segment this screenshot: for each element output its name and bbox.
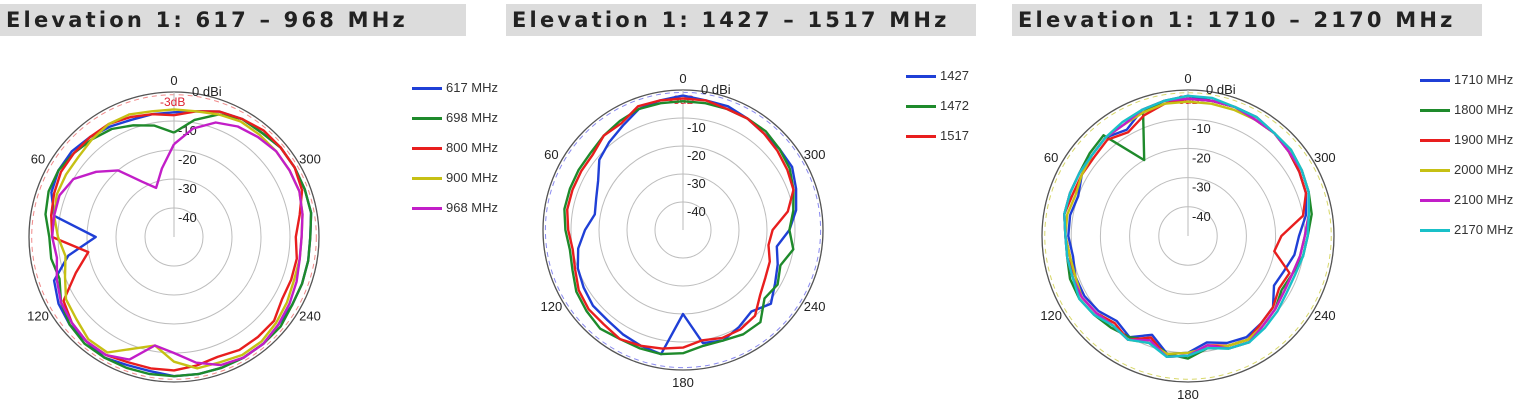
legend-label: 617 MHz	[446, 80, 499, 95]
angle-tick-label: 0	[1184, 71, 1191, 86]
legend-swatch	[906, 75, 936, 78]
radial-tick-label: 0 dBi	[192, 84, 222, 99]
legend-label: 800 MHz	[446, 140, 499, 155]
legend-swatch	[412, 117, 442, 120]
reference-ring	[1044, 92, 1332, 380]
series-line	[51, 121, 304, 367]
angle-tick-label: 240	[1314, 308, 1336, 323]
angle-tick-label: 300	[299, 152, 321, 167]
legend-swatch	[412, 87, 442, 90]
radial-tick-label: -30	[1192, 180, 1211, 195]
radial-tick-label: -40	[687, 204, 706, 219]
legend-label: 2000 MHz	[1454, 162, 1514, 177]
legend-label: 1900 MHz	[1454, 132, 1514, 147]
series-line	[50, 110, 304, 372]
series-line	[563, 100, 795, 356]
series-line	[576, 94, 798, 356]
chart-title: Elevation 1: 1710 – 2170 MHz	[1018, 8, 1456, 32]
legend-label: 2170 MHz	[1454, 222, 1514, 237]
radial-tick-label: -30	[178, 181, 197, 196]
legend-swatch	[412, 177, 442, 180]
angle-tick-label: 120	[541, 299, 563, 314]
legend-swatch	[1420, 199, 1450, 202]
radial-tick-label: -40	[178, 210, 197, 225]
legend-label: 1472	[940, 98, 969, 113]
legend-label: 900 MHz	[446, 170, 499, 185]
series-line	[566, 97, 795, 350]
radial-tick-label: -10	[687, 120, 706, 135]
chart-title-bar: Elevation 1: 1427 – 1517 MHz	[506, 4, 976, 36]
legend-swatch	[906, 105, 936, 108]
radial-tick-label: -10	[1192, 121, 1211, 136]
radial-tick-label: -20	[1192, 150, 1211, 165]
radial-tick-label: 0 dBi	[1206, 82, 1236, 97]
legend-swatch	[1420, 229, 1450, 232]
legend-swatch	[1420, 79, 1450, 82]
legend-label: 2100 MHz	[1454, 192, 1514, 207]
chart-panel-2: Elevation 1: 1427 – 1517 MHz 0 dBi -10 -20…	[506, 0, 1012, 416]
angle-tick-label: 300	[804, 147, 826, 162]
angle-tick-label: 180	[672, 375, 694, 390]
angle-tick-label: 60	[31, 152, 45, 167]
angle-tick-label: 120	[1040, 308, 1062, 323]
chart-title-bar: Elevation 1: 617 – 968 MHz	[0, 4, 466, 36]
angle-tick-label: 0	[679, 71, 686, 86]
radial-tick-label: -20	[687, 148, 706, 163]
radial-tick-label: -40	[1192, 209, 1211, 224]
radial-tick-label: 0 dBi	[701, 82, 731, 97]
legend-label: 1800 MHz	[1454, 102, 1514, 117]
radial-tick-label: -30	[687, 176, 706, 191]
reference-label: -3dB	[160, 95, 185, 109]
chart-panel-3: Elevation 1: 1710 – 2170 MHz 0 dBi -10 -20…	[1012, 0, 1536, 416]
legend-swatch	[412, 207, 442, 210]
chart-title: Elevation 1: 1427 – 1517 MHz	[512, 8, 950, 32]
angle-tick-label: 240	[299, 309, 321, 324]
legend-swatch	[1420, 169, 1450, 172]
radial-tick-label: -20	[178, 152, 197, 167]
legend-label: 968 MHz	[446, 200, 499, 215]
legend-swatch	[906, 135, 936, 138]
legend-swatch	[1420, 109, 1450, 112]
legend: 1427 1472 1517	[906, 68, 976, 268]
angle-tick-label: 60	[1044, 150, 1058, 165]
chart-title-bar: Elevation 1: 1710 – 2170 MHz	[1012, 4, 1482, 36]
angle-tick-label: 0	[170, 73, 177, 88]
legend-label: 1710 MHz	[1454, 72, 1514, 87]
series-line	[1063, 94, 1310, 358]
chart-panel-1: Elevation 1: 617 – 968 MHz 0 dBi -10 -20 -3…	[0, 0, 506, 416]
angle-tick-label: 300	[1314, 150, 1336, 165]
legend-label: 1517	[940, 128, 969, 143]
legend-swatch	[1420, 139, 1450, 142]
chart-title: Elevation 1: 617 – 968 MHz	[6, 8, 408, 32]
angle-tick-label: 240	[804, 299, 826, 314]
angle-tick-label: 120	[27, 309, 49, 324]
legend-label: 698 MHz	[446, 110, 499, 125]
angle-tick-label: 60	[544, 147, 558, 162]
legend-swatch	[412, 147, 442, 150]
angle-tick-label: 180	[1177, 387, 1199, 402]
legend-label: 1427	[940, 68, 969, 83]
